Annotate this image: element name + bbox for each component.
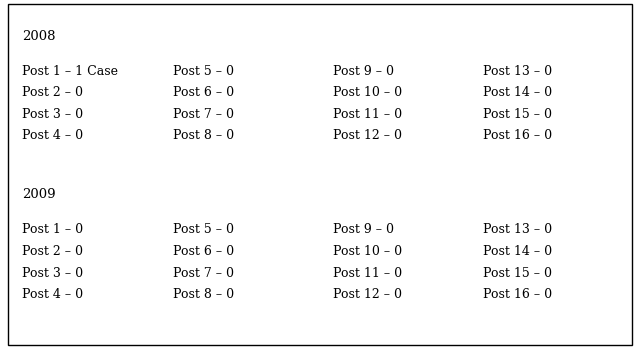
Text: Post 4 – 0: Post 4 – 0 xyxy=(22,129,84,142)
Text: Post 2 – 0: Post 2 – 0 xyxy=(22,86,83,99)
Text: Post 5 – 0: Post 5 – 0 xyxy=(173,65,234,77)
Text: Post 1 – 1 Case: Post 1 – 1 Case xyxy=(22,65,118,77)
Text: Post 9 – 0: Post 9 – 0 xyxy=(333,65,394,77)
Text: Post 9 – 0: Post 9 – 0 xyxy=(333,223,394,236)
Text: Post 13 – 0: Post 13 – 0 xyxy=(483,65,552,77)
Text: Post 14 – 0: Post 14 – 0 xyxy=(483,245,552,258)
FancyBboxPatch shape xyxy=(8,4,632,345)
Text: Post 15 – 0: Post 15 – 0 xyxy=(483,108,552,121)
Text: 2008: 2008 xyxy=(22,30,56,43)
Text: Post 3 – 0: Post 3 – 0 xyxy=(22,108,84,121)
Text: Post 16 – 0: Post 16 – 0 xyxy=(483,129,552,142)
Text: Post 2 – 0: Post 2 – 0 xyxy=(22,245,83,258)
Text: Post 12 – 0: Post 12 – 0 xyxy=(333,288,402,301)
Text: Post 6 – 0: Post 6 – 0 xyxy=(173,245,234,258)
Text: Post 3 – 0: Post 3 – 0 xyxy=(22,267,84,280)
Text: Post 10 – 0: Post 10 – 0 xyxy=(333,86,402,99)
Text: Post 11 – 0: Post 11 – 0 xyxy=(333,108,402,121)
Text: Post 12 – 0: Post 12 – 0 xyxy=(333,129,402,142)
Text: Post 14 – 0: Post 14 – 0 xyxy=(483,86,552,99)
Text: Post 16 – 0: Post 16 – 0 xyxy=(483,288,552,301)
Text: Post 7 – 0: Post 7 – 0 xyxy=(173,267,234,280)
Text: Post 5 – 0: Post 5 – 0 xyxy=(173,223,234,236)
Text: Post 11 – 0: Post 11 – 0 xyxy=(333,267,402,280)
Text: Post 1 – 0: Post 1 – 0 xyxy=(22,223,84,236)
Text: Post 15 – 0: Post 15 – 0 xyxy=(483,267,552,280)
Text: Post 13 – 0: Post 13 – 0 xyxy=(483,223,552,236)
Text: Post 7 – 0: Post 7 – 0 xyxy=(173,108,234,121)
Text: Post 6 – 0: Post 6 – 0 xyxy=(173,86,234,99)
Text: Post 8 – 0: Post 8 – 0 xyxy=(173,129,234,142)
Text: Post 10 – 0: Post 10 – 0 xyxy=(333,245,402,258)
Text: Post 4 – 0: Post 4 – 0 xyxy=(22,288,84,301)
Text: Post 8 – 0: Post 8 – 0 xyxy=(173,288,234,301)
Text: 2009: 2009 xyxy=(22,188,56,201)
